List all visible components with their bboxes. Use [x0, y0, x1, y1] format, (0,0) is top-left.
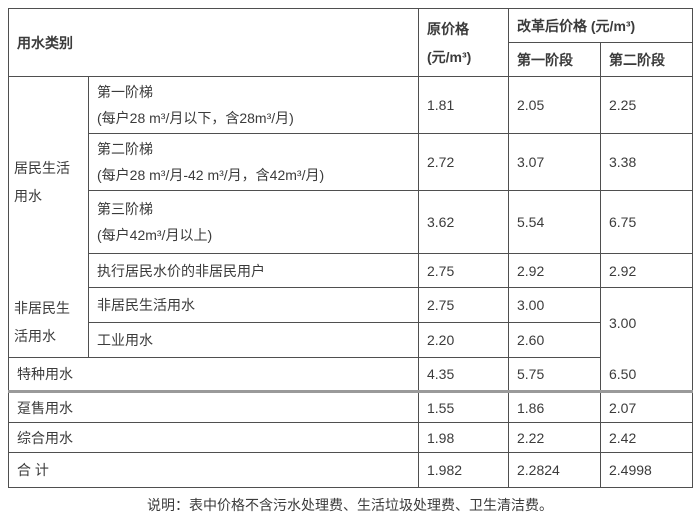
original-price-cell: 2.75	[418, 253, 509, 288]
header-original-price: 原价格 (元/m³)	[418, 8, 509, 77]
stage1-price-cell: 2.2824	[508, 452, 601, 488]
stage1-price-cell: 1.86	[508, 390, 601, 423]
stage1-price-cell: 2.05	[508, 76, 601, 134]
stage2-price-cell: 2.25	[600, 76, 693, 134]
subcategory-cell: 执行居民水价的非居民用户	[88, 253, 419, 288]
stage1-price-cell: 5.54	[508, 190, 601, 254]
stage1-price-cell: 2.60	[508, 322, 601, 358]
stage2-price-cell: 2.92	[600, 253, 693, 288]
category-cell: 特种用水	[8, 357, 419, 392]
category-cell: 趸售用水	[8, 390, 419, 423]
stage2-price-cell: 6.50	[600, 357, 693, 392]
original-price-cell: 1.98	[418, 422, 509, 453]
original-price-cell: 1.55	[418, 390, 509, 423]
header-original-price-label: 原价格	[427, 20, 469, 37]
stage1-price-cell: 2.92	[508, 253, 601, 288]
stage2-price-cell: 2.42	[600, 422, 693, 453]
tier-detail: (每户42m³/月以上)	[97, 227, 213, 243]
tier-label: 第一阶梯	[97, 84, 153, 100]
group-cell-residential: 居民生活用水	[8, 76, 89, 288]
tier-label: 第三阶梯	[97, 201, 153, 217]
subcategory-cell: 非居民生活用水	[88, 287, 419, 323]
water-price-table: 用水类别 原价格 (元/m³) 改革后价格 (元/m³) 第一阶段 第二阶段 居…	[8, 8, 693, 488]
header-reformed-price: 改革后价格 (元/m³)	[508, 8, 693, 43]
stage1-price-cell: 5.75	[508, 357, 601, 392]
stage1-price-cell: 3.00	[508, 287, 601, 323]
stage2-price-cell: 6.75	[600, 190, 693, 254]
stage2-price-cell: 2.07	[600, 390, 693, 423]
header-original-price-unit: (元/m³)	[427, 48, 472, 65]
group-cell-non-residential: 非居民生活用水	[8, 287, 89, 358]
tier-detail: (每户28 m³/月以下，含28m³/月)	[97, 110, 294, 126]
header-stage1: 第一阶段	[508, 42, 601, 77]
table-note: 说明：表中价格不含污水处理费、生活垃圾处理费、卫生清洁费。	[147, 497, 553, 513]
header-stage2: 第二阶段	[600, 42, 693, 77]
original-price-cell: 3.62	[418, 190, 509, 254]
stage2-price-merged-cell: 3.00	[600, 287, 693, 358]
stage1-price-cell: 2.22	[508, 422, 601, 453]
category-cell: 综合用水	[8, 422, 419, 453]
original-price-cell: 4.35	[418, 357, 509, 392]
original-price-cell: 2.72	[418, 133, 509, 191]
tier-detail: (每户28 m³/月-42 m³/月，含42m³/月)	[97, 167, 325, 183]
tier-label: 第二阶梯	[97, 141, 153, 157]
original-price-cell: 2.75	[418, 287, 509, 323]
stage1-price-cell: 3.07	[508, 133, 601, 191]
subcategory-cell: 第三阶梯 (每户42m³/月以上)	[88, 190, 419, 254]
total-label-cell: 合 计	[8, 452, 419, 488]
stage2-price-cell: 3.38	[600, 133, 693, 191]
subcategory-cell: 第二阶梯 (每户28 m³/月-42 m³/月，含42m³/月)	[88, 133, 419, 191]
stage2-price-cell: 2.4998	[600, 452, 693, 488]
original-price-cell: 2.20	[418, 322, 509, 358]
subcategory-cell: 第一阶梯 (每户28 m³/月以下，含28m³/月)	[88, 76, 419, 134]
original-price-cell: 1.81	[418, 76, 509, 134]
original-price-cell: 1.982	[418, 452, 509, 488]
subcategory-cell: 工业用水	[88, 322, 419, 358]
header-category: 用水类别	[8, 8, 419, 77]
